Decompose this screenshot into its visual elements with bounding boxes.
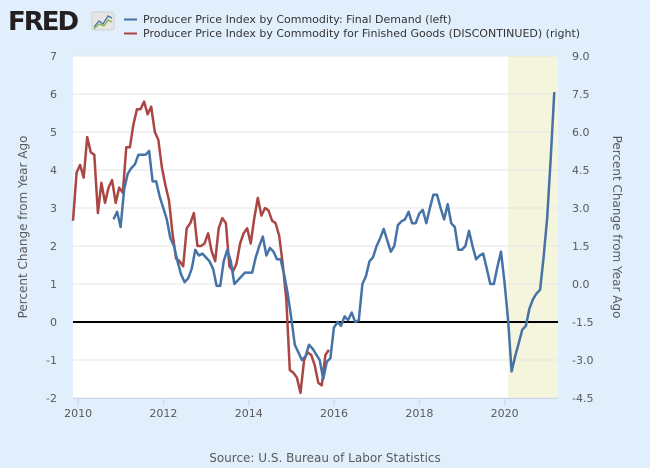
y-left-tick-label: 1 [50,278,57,291]
x-axis-ticks: 2010 2012 2014 2016 2018 2020 [64,398,519,420]
x-tick-label: 2010 [64,407,92,420]
y-left-tick-label: 5 [50,126,57,139]
y-right-tick-label: -3.0 [572,354,593,367]
legend-label-finished-goods: Producer Price Index by Commodity for Fi… [143,27,580,40]
y-left-tick-label: -1 [46,354,57,367]
x-tick-label: 2020 [491,407,519,420]
x-tick-label: 2014 [235,407,263,420]
x-tick-label: 2012 [149,407,177,420]
legend-item-final-demand[interactable]: Producer Price Index by Commodity: Final… [124,13,452,26]
y-left-tick-label: 3 [50,202,57,215]
plot-area [73,56,558,398]
y-axis-right-label: Percent Change from Year Ago [610,136,624,319]
y-left-tick-label: 2 [50,240,57,253]
legend-item-finished-goods[interactable]: Producer Price Index by Commodity for Fi… [124,27,580,40]
series-line-finished-goods [71,100,330,395]
fred-logo[interactable]: FRED [8,7,115,37]
y-left-tick-label: -2 [46,392,57,405]
fred-chart-icon [91,11,115,31]
x-tick-label: 2018 [405,407,433,420]
series-line-final-demand [112,92,556,381]
y-right-tick-label: 0.0 [572,278,590,291]
y-left-tick-label: 7 [50,50,57,63]
y-right-tick-label: 3.0 [572,202,590,215]
y-right-tick-label: 6.0 [572,126,590,139]
y-left-tick-label: 4 [50,164,57,177]
y-right-tick-label: -1.5 [572,316,593,329]
y-right-tick-label: 9.0 [572,50,590,63]
y-right-tick-label: -4.5 [572,392,593,405]
y-axis-right-ticks: 9.0 7.5 6.0 4.5 3.0 1.5 0.0 -1.5 -3.0 -4.5 [572,50,593,405]
y-axis-left-label: Percent Change from Year Ago [16,136,30,319]
x-tick-label: 2016 [320,407,348,420]
source-note: Source: U.S. Bureau of Labor Statistics [209,451,441,465]
y-left-tick-label: 6 [50,88,57,101]
legend: Producer Price Index by Commodity: Final… [124,13,580,40]
y-right-tick-label: 1.5 [572,240,590,253]
y-right-tick-label: 4.5 [572,164,590,177]
y-left-tick-label: 0 [50,316,57,329]
fred-logo-text: FRED [8,7,79,37]
legend-label-final-demand: Producer Price Index by Commodity: Final… [143,13,452,26]
y-axis-left-ticks: 7 6 5 4 3 2 1 0 -1 -2 [46,50,57,405]
y-right-tick-label: 7.5 [572,88,590,101]
recession-shading [508,56,558,398]
series-group [71,92,556,395]
